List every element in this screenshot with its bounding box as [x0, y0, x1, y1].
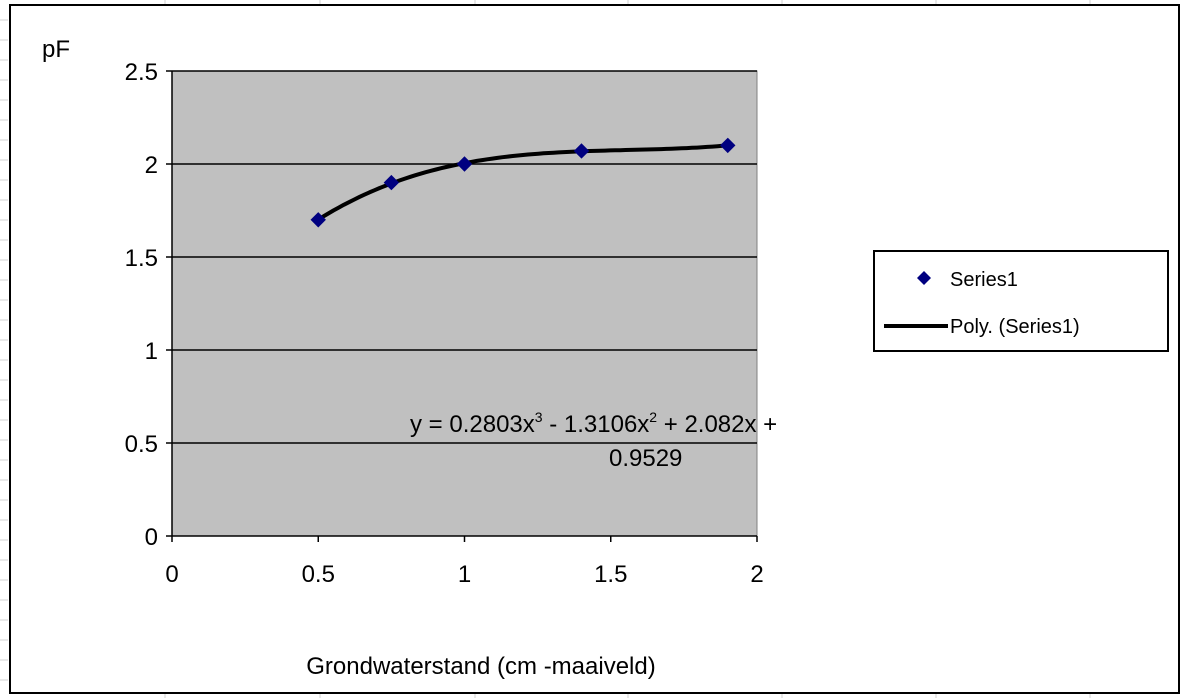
legend[interactable]: Series1 Poly. (Series1) — [873, 250, 1169, 352]
y-tick-label: 1.5 — [125, 245, 158, 272]
y-tick-label: 0.5 — [125, 431, 158, 458]
data-point — [573, 143, 590, 159]
trendline-equation-line1: y = 0.2803x3 - 1.3106x2 + 2.082x + — [410, 409, 777, 438]
y-tick-label: 0 — [145, 524, 158, 551]
series1-markers — [310, 137, 736, 228]
legend-series1-diamond-icon — [917, 271, 931, 285]
axes — [166, 70, 758, 542]
data-point — [383, 174, 400, 191]
x-tick-label: 0.5 — [302, 561, 335, 588]
trendline-equation-line2: 0.9529 — [609, 445, 682, 472]
tick-labels: 0 0.5 1 1.5 2 2.5 0 0.5 1 1.5 2 — [125, 59, 764, 588]
x-axis-title: Grondwaterstand (cm -maaiveld) — [306, 653, 655, 680]
gridlines — [172, 70, 757, 444]
x-tick-label: 1.5 — [594, 561, 627, 588]
legend-series1-label: Series1 — [950, 269, 1018, 291]
y-tick-label: 1 — [145, 338, 158, 365]
data-point — [720, 137, 736, 154]
y-tick-label: 2.5 — [125, 59, 158, 86]
legend-trendline-label: Poly. (Series1) — [950, 316, 1080, 338]
data-point — [310, 212, 326, 228]
x-tick-label: 2 — [750, 561, 763, 588]
y-tick-label: 2 — [145, 152, 158, 179]
x-tick-label: 1 — [458, 561, 471, 588]
y-axis-title: pF — [42, 36, 70, 63]
data-point — [456, 156, 473, 172]
x-tick-label: 0 — [165, 561, 178, 588]
